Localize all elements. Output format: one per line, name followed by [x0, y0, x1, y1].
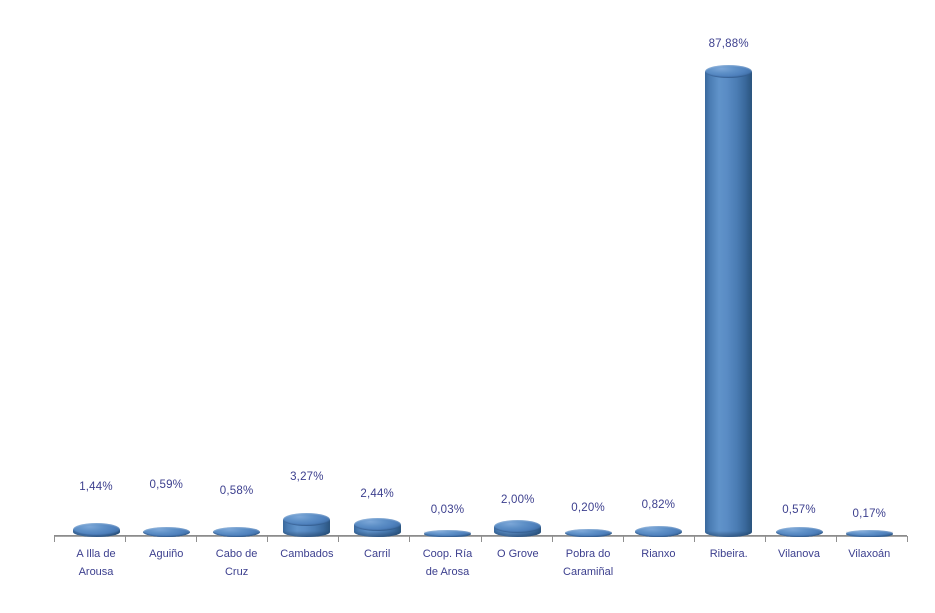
axis-tick: [267, 536, 269, 542]
cylinder-top: [72, 523, 120, 536]
cylinder-bar: [845, 530, 893, 537]
category-label: Vilanova: [778, 548, 820, 560]
cylinder-bar: [283, 513, 331, 537]
category-label: O Grove: [497, 548, 539, 560]
data-label: 2,00%: [500, 494, 535, 506]
category-label: Pobra do Caramiñal: [563, 548, 614, 578]
cylinder-bar: [634, 526, 682, 537]
cylinder-bar: [494, 520, 542, 537]
cylinder-bar: [142, 527, 190, 537]
cylinder-top: [353, 518, 401, 531]
category-label: Cabo de Cruz: [215, 548, 258, 578]
axis-tick: [409, 536, 411, 542]
axis-tick: [196, 536, 198, 542]
cylinder-top: [424, 530, 471, 537]
cylinder-top: [705, 65, 753, 78]
axis-tick: [551, 536, 553, 542]
category-label: Coop. Ría de Arosa: [422, 548, 473, 578]
cylinder-body: [705, 71, 753, 537]
cylinder-top: [283, 513, 331, 526]
cylinder-bar: [564, 529, 612, 537]
category-label: Carril: [364, 548, 391, 560]
cylinder-bar: [72, 523, 120, 537]
cylinder-top: [494, 520, 542, 533]
category-label: Aguiño: [149, 548, 184, 560]
cylinder-bar: [353, 518, 401, 537]
data-label: 0,03%: [430, 504, 465, 516]
cylinder-top: [142, 527, 190, 537]
data-label: 0,59%: [149, 479, 184, 491]
data-label: 3,27%: [290, 471, 324, 483]
cylinder-top: [213, 527, 261, 537]
axis-tick: [125, 536, 127, 542]
axis-tick: [480, 536, 482, 542]
category-label: Vilaxoán: [848, 548, 891, 560]
category-label: Ribeira.: [709, 548, 748, 560]
cylinder-bar: [775, 527, 823, 537]
category-label: Rianxo: [641, 548, 676, 560]
cylinder-top: [564, 529, 612, 537]
cylinder-top: [775, 527, 823, 537]
cylinder-bar: [424, 530, 471, 537]
axis-tick: [835, 536, 837, 542]
cylinder-bar: [705, 65, 753, 537]
cylinder-bar: [213, 527, 261, 537]
category-label: Cambados: [280, 548, 334, 560]
data-label: 0,58%: [219, 485, 254, 497]
data-label: 0,82%: [641, 499, 676, 511]
axis-tick: [907, 536, 908, 542]
data-label: 87,88%: [708, 38, 749, 50]
axis-tick: [693, 536, 695, 542]
cylinder-top: [845, 530, 893, 537]
data-label: 2,44%: [360, 488, 394, 500]
data-label: 0,17%: [852, 508, 887, 520]
axis-tick: [54, 536, 55, 542]
axis-tick: [338, 536, 340, 542]
cylinder-top: [634, 526, 682, 537]
data-label: 0,57%: [782, 504, 816, 516]
category-label: A Illa de Arousa: [76, 548, 116, 578]
axis-tick: [622, 536, 624, 542]
data-label: 1,44%: [79, 481, 113, 493]
data-label: 0,20%: [571, 502, 605, 514]
axis-tick: [764, 536, 766, 542]
